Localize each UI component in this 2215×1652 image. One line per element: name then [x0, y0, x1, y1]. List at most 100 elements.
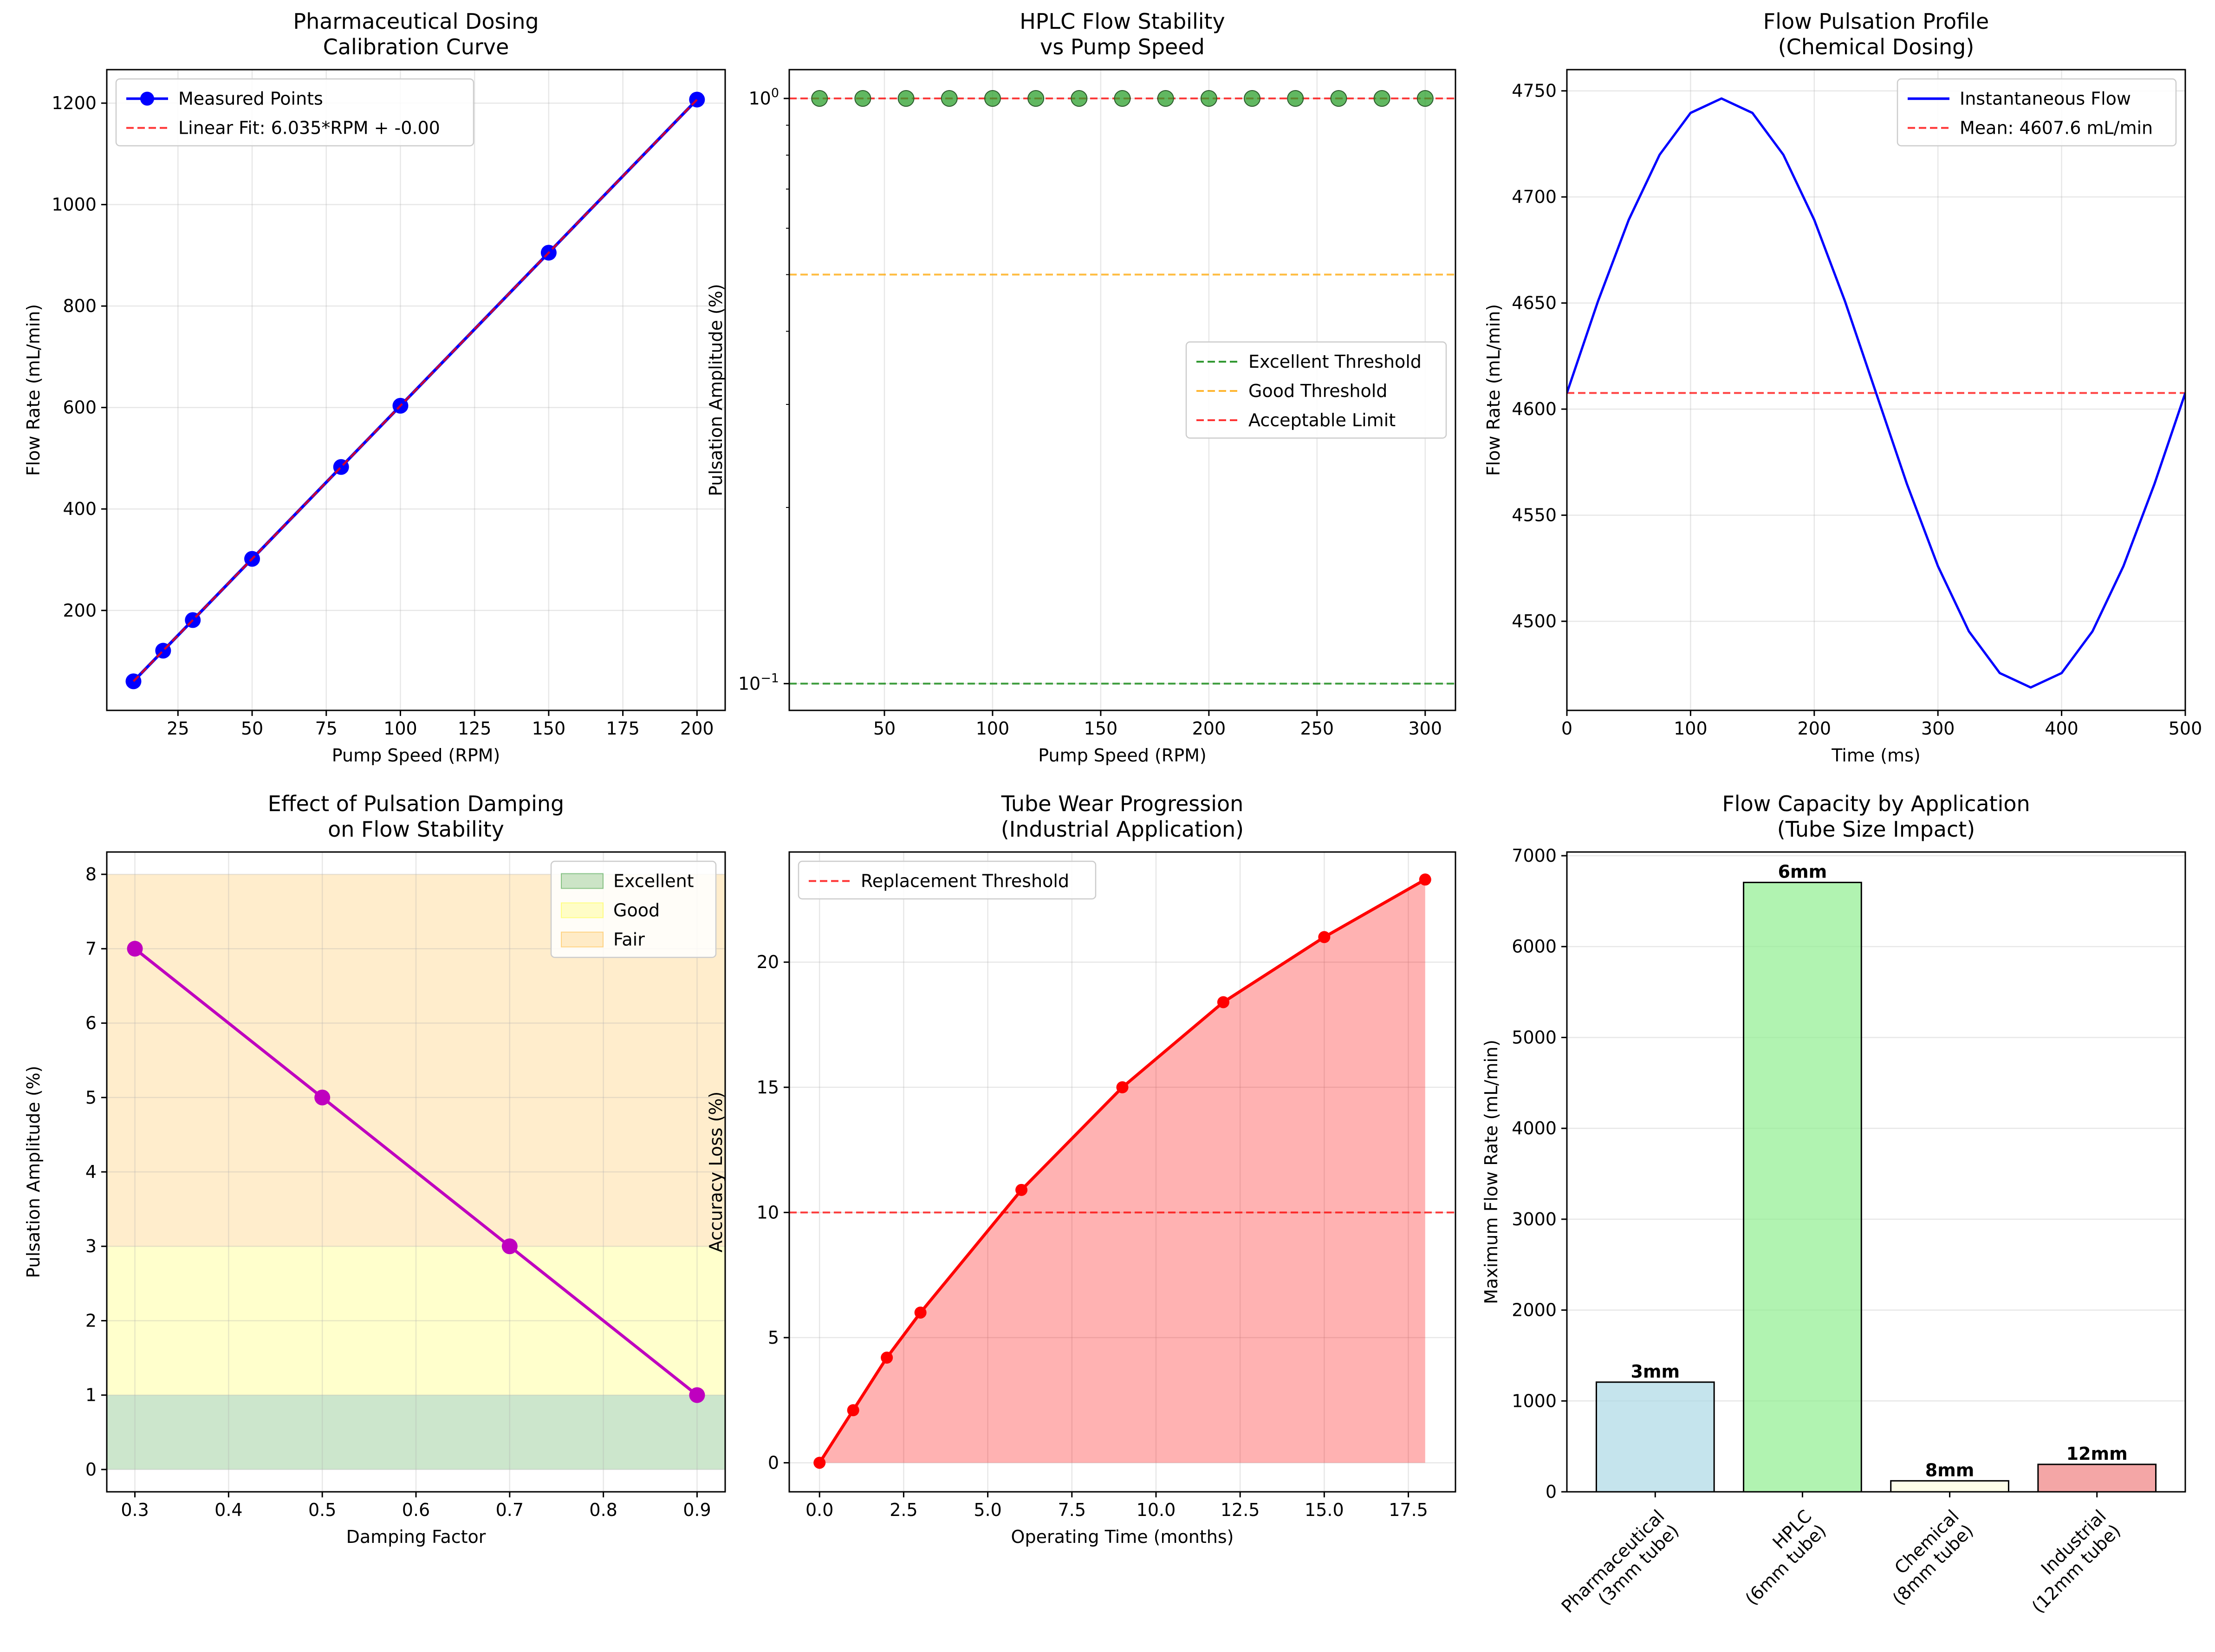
data-point: [1330, 90, 1347, 107]
legend-entry: Measured Points: [178, 89, 323, 109]
x-tick-label: 300: [1409, 718, 1442, 739]
y-tick-label: 15: [757, 1077, 779, 1098]
legend-box: [798, 860, 1097, 900]
bar-value-label: 3mm: [1630, 1361, 1680, 1382]
x-tick-label: 0: [1561, 718, 1572, 739]
legend-entry: Excellent: [613, 871, 694, 891]
data-point: [984, 90, 1001, 107]
chart-title-line: on Flow Stability: [328, 817, 504, 842]
legend: Excellent Threshold Good Threshold Accepta…: [1185, 341, 1447, 439]
legend-box: [115, 78, 474, 147]
legend-swatch: [561, 931, 604, 948]
x-tick-label: HPLC(6mm tube): [1727, 1506, 1830, 1609]
x-tick-label: 125: [458, 718, 492, 739]
y-axis-label: Pulsation Amplitude (%): [23, 1066, 44, 1278]
x-tick-label: 15.0: [1305, 1500, 1344, 1520]
data-point: [1419, 873, 1431, 886]
subplot-4: Effect of Pulsation Damping on Flow Stabi…: [23, 791, 726, 1547]
y-tick-exponent: −1: [760, 671, 779, 685]
x-tick-label: 0.3: [121, 1500, 149, 1520]
data-point: [811, 90, 828, 107]
y-tick-label: 400: [63, 499, 97, 519]
x-tick-label: Chemical(8mm tube): [1874, 1506, 1977, 1609]
x-tick-label: 200: [680, 718, 714, 739]
chart-title: Flow Capacity by Application (Tube Size I…: [1722, 791, 2030, 842]
x-tick-label: 0.8: [589, 1500, 617, 1520]
y-axis-label: Flow Rate (mL/min): [1483, 304, 1504, 476]
bar: [2037, 1463, 2157, 1493]
fit-line: [132, 98, 698, 682]
y-axis-label: Accuracy Loss (%): [706, 1092, 726, 1253]
y-tick-label: 1200: [52, 93, 97, 113]
subplot-1: Pharmaceutical Dosing Calibration Curve 20…: [23, 9, 726, 766]
data-point: [881, 1352, 893, 1364]
chart-title-line: Flow Capacity by Application: [1722, 791, 2030, 816]
legend-entry: Excellent Threshold: [1248, 351, 1422, 372]
y-tick-label: 4000: [1512, 1118, 1557, 1138]
data-point: [813, 1457, 826, 1469]
legend-box: [1185, 341, 1447, 439]
x-axis-label: Pump Speed (RPM): [1038, 745, 1207, 766]
x-tick-label: 0.0: [805, 1500, 833, 1520]
x-axis-label: Operating Time (months): [1011, 1527, 1234, 1547]
y-tick-label: 3000: [1512, 1209, 1557, 1229]
x-axis-label: Pump Speed (RPM): [332, 745, 500, 766]
data-point: [1416, 90, 1434, 107]
x-tick-label: 5.0: [974, 1500, 1001, 1520]
y-axis-label: Pulsation Amplitude (%): [706, 284, 726, 496]
subplot-3: Flow Pulsation Profile (Chemical Dosing) 4…: [1483, 9, 2202, 766]
y-tick-label: 4600: [1512, 399, 1557, 419]
plot-frame: [788, 851, 1456, 1493]
x-tick-label: 150: [532, 718, 566, 739]
y-tick-label: 3: [85, 1236, 97, 1256]
y-tick-label: 1000: [1512, 1391, 1557, 1411]
x-tick-label: 12.5: [1221, 1500, 1260, 1520]
y-tick-label: 4650: [1512, 293, 1557, 313]
bar: [1743, 882, 1862, 1493]
data-point: [914, 1306, 927, 1319]
y-tick-label: 800: [63, 296, 97, 316]
chart-title: Pharmaceutical Dosing Calibration Curve: [293, 9, 539, 59]
y-tick-label: 10−1: [738, 671, 779, 694]
band-excellent: [107, 1395, 725, 1470]
x-tick-label: 50: [873, 718, 896, 739]
data-point: [314, 1089, 331, 1106]
x-tick-label: 100: [1674, 718, 1708, 739]
x-tick-label: 200: [1192, 718, 1226, 739]
chart-title-line: Flow Pulsation Profile: [1763, 9, 1989, 34]
x-tick-label: 300: [1921, 718, 1955, 739]
data-point: [854, 90, 871, 107]
y-tick-label: 1: [85, 1385, 97, 1405]
y-tick-exponent: 0: [771, 86, 779, 100]
legend: Instantaneous Flow Mean: 4607.6 mL/min: [1897, 78, 2177, 147]
x-tick-label: 0.5: [308, 1500, 336, 1520]
y-tick-label: 1000: [52, 195, 97, 215]
data-point: [1027, 90, 1045, 107]
x-tick-label: 0.4: [214, 1500, 242, 1520]
data-point: [1116, 1081, 1129, 1093]
x-tick-label: 250: [1300, 718, 1334, 739]
x-tick-label: 75: [315, 718, 338, 739]
chart-title-line: (Industrial Application): [1001, 817, 1244, 842]
x-tick-label: 25: [167, 718, 189, 739]
y-tick-label: 2000: [1512, 1300, 1557, 1320]
y-tick-label: 4550: [1512, 505, 1557, 526]
y-tick-label: 6: [85, 1013, 97, 1034]
chart-title-line: HPLC Flow Stability: [1020, 9, 1225, 34]
data-point: [1071, 90, 1088, 107]
legend: Replacement Threshold: [798, 860, 1097, 900]
y-tick-label: 100: [748, 86, 779, 109]
y-axis-label: Maximum Flow Rate (mL/min): [1481, 1040, 1501, 1304]
x-tick-label: 2.5: [890, 1500, 917, 1520]
y-axis-label: Flow Rate (mL/min): [23, 304, 44, 476]
x-tick-label: 500: [2169, 718, 2202, 739]
x-tick-label: 150: [1084, 718, 1118, 739]
plot-frame: [1566, 851, 2186, 1493]
legend: Excellent Good Fair: [550, 860, 717, 958]
legend-marker: [140, 91, 154, 106]
y-tick-label: 0: [768, 1452, 779, 1473]
plot-area: [789, 90, 1455, 685]
x-tick-label: 200: [1798, 718, 1832, 739]
chart-title-line: (Chemical Dosing): [1778, 34, 1975, 59]
